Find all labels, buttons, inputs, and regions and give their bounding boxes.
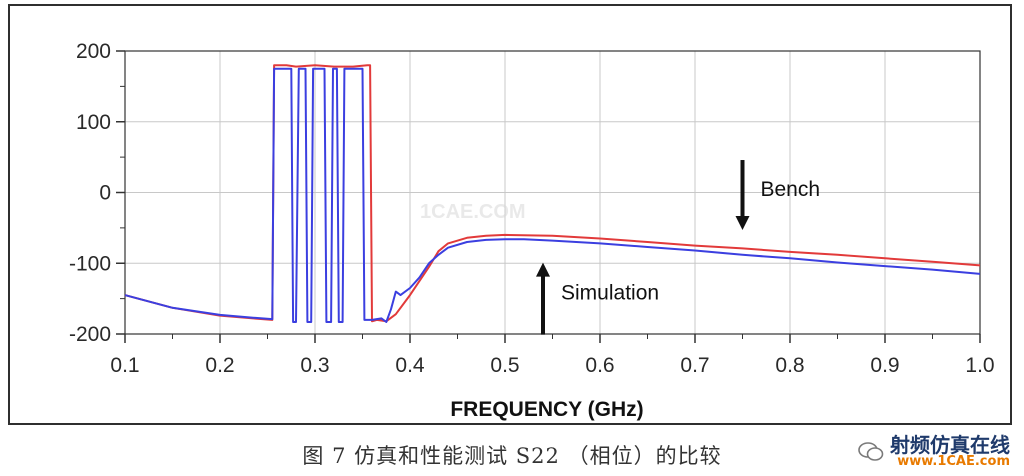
figure-frame: 0.1 0.2 0.3 0.4 0.5 0.6 0.7 0.8 0.9 1.0 200 100 0 -10… xyxy=(8,4,1012,425)
axes: 0.1 0.2 0.3 0.4 0.5 0.6 0.7 0.8 0.9 1.0 200 100 0 -10… xyxy=(69,40,995,377)
x-tick-label: 0.9 xyxy=(870,354,899,377)
figure-caption: 图 7 仿真和性能测试 S22 （相位）的比较 xyxy=(302,444,722,468)
background-watermark: 1CAE.COM xyxy=(420,201,526,223)
y-tick-label: 0 xyxy=(99,182,111,205)
x-tick-label: 0.7 xyxy=(680,354,709,377)
phase-chart: 0.1 0.2 0.3 0.4 0.5 0.6 0.7 0.8 0.9 1.0 200 100 0 -10… xyxy=(69,40,995,421)
plot-border xyxy=(124,50,981,335)
series-line-simulation xyxy=(124,67,981,323)
x-tick-label: 0.4 xyxy=(395,354,425,377)
x-tick-label: 0.1 xyxy=(110,354,139,377)
watermark-url: www.1CAE.com xyxy=(897,454,1010,469)
watermark-title: 射频仿真在线 xyxy=(890,433,1010,457)
annotation-simulation: Simulation xyxy=(561,282,659,305)
series-layer xyxy=(124,64,981,323)
grid-lines xyxy=(124,50,981,335)
x-tick-label: 0.2 xyxy=(205,354,234,377)
site-watermark: 射频仿真在线 www.1CAE.com xyxy=(858,430,1010,474)
series-line-bench xyxy=(124,64,981,323)
y-tick-label: 100 xyxy=(76,111,111,134)
x-tick-label: 0.5 xyxy=(490,354,519,377)
x-axis-title: FREQUENCY (GHz) xyxy=(450,398,643,421)
arrowhead-up-icon xyxy=(536,262,550,277)
x-tick-label: 0.3 xyxy=(300,354,329,377)
wechat-logo-icon xyxy=(858,441,884,463)
annotations: Bench Simulation xyxy=(536,160,820,335)
y-tick-label: 200 xyxy=(76,40,111,63)
x-tick-label: 1.0 xyxy=(965,354,994,377)
x-tick-label: 0.6 xyxy=(585,354,614,377)
arrowhead-down-icon xyxy=(735,216,750,231)
y-tick-label: -100 xyxy=(69,252,111,275)
y-tick-label: -200 xyxy=(69,323,111,346)
x-tick-label: 0.8 xyxy=(775,354,804,377)
annotation-bench: Bench xyxy=(761,178,821,201)
